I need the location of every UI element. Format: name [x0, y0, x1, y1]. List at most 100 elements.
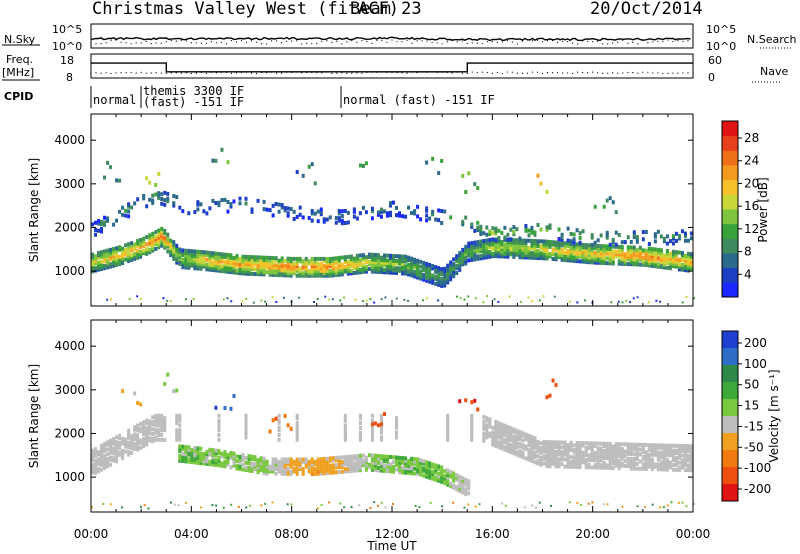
power-cell: [506, 237, 510, 242]
velocity-cell: [620, 449, 624, 454]
power-cell: [274, 202, 278, 207]
velocity-cell: [617, 463, 621, 468]
velocity-cell: [361, 453, 365, 458]
velocity-cell: [274, 467, 278, 472]
velocity-cell: [458, 476, 462, 481]
velocity-cell: [611, 458, 615, 463]
nave-dot: [145, 72, 147, 74]
power-cell: [160, 192, 164, 197]
nsearch-dot: [516, 43, 519, 45]
velocity-cell: [446, 468, 450, 473]
power-cell: [538, 299, 541, 302]
x-tick-label-5: 20:00: [575, 527, 610, 541]
power-cell: [157, 195, 161, 200]
power-cell: [536, 253, 540, 258]
power-cell: [385, 253, 389, 258]
power-cell: [277, 273, 281, 278]
velocity-cell: [139, 445, 143, 450]
power-cell: [584, 257, 588, 262]
velocity-cell: [91, 506, 93, 509]
velocity-cell: [370, 418, 374, 423]
velocity-cell: [446, 430, 450, 435]
power-cell: [202, 262, 206, 267]
velocity-cell: [587, 446, 591, 451]
power-cell: [109, 262, 113, 267]
power-cell: [590, 248, 594, 253]
power-cell: [665, 253, 669, 258]
velocity-cell: [614, 461, 618, 466]
velocity-cell: [455, 487, 459, 492]
velocity-cell: [133, 444, 137, 449]
velocity-cell: [662, 457, 666, 462]
velocity-cell: [461, 478, 465, 483]
power-cell: [476, 254, 480, 259]
velocity-cell: [572, 464, 576, 469]
nave-dot: [541, 72, 544, 74]
power-cell: [605, 235, 609, 240]
power-cell: [112, 263, 116, 268]
velocity-cell: [575, 462, 579, 467]
velocity-cell: [217, 433, 221, 438]
nsearch-dot: [326, 40, 328, 42]
power-cell: [382, 253, 386, 258]
velocity-colorbar-swatch: [722, 416, 738, 434]
power-colorbar-tick-label: 28: [744, 131, 759, 145]
velocity-cell: [497, 428, 501, 433]
power-cell: [319, 207, 323, 212]
power-cell: [527, 228, 531, 233]
power-cell: [151, 241, 155, 246]
velocity-cell: [550, 504, 553, 507]
power-cell: [644, 230, 648, 235]
velocity-cell: [103, 458, 107, 463]
power-colorbar-tick-label: 4: [744, 267, 752, 281]
power-cell: [461, 262, 465, 267]
power-cell: [596, 251, 600, 256]
power-cell: [545, 251, 549, 256]
velocity-cell: [147, 507, 150, 510]
velocity-cell: [641, 462, 645, 467]
velocity-cell: [572, 448, 576, 453]
velocity-cell: [139, 426, 143, 431]
velocity-cell: [376, 456, 380, 461]
velocity-cell: [665, 465, 669, 470]
velocity-cell: [337, 460, 341, 465]
power-cell: [310, 271, 314, 276]
velocity-cell: [659, 467, 663, 472]
velocity-cell: [187, 459, 191, 464]
velocity-cell: [685, 505, 688, 508]
power-cell: [226, 257, 230, 262]
velocity-cell: [280, 464, 284, 469]
velocity-cell: [385, 461, 389, 466]
power-cell: [331, 298, 334, 301]
power-cell: [109, 250, 113, 255]
power-cell: [166, 239, 170, 244]
velocity-cell: [322, 466, 326, 471]
power-cell: [530, 230, 534, 235]
power-cell: [253, 257, 257, 262]
power-cell: [587, 252, 591, 257]
nsearch-dot: [341, 43, 343, 45]
power-cell: [222, 298, 225, 301]
power-cell: [681, 301, 684, 304]
power-cell: [644, 258, 648, 263]
power-cell: [629, 245, 633, 250]
velocity-cell: [256, 462, 260, 467]
power-cell: [632, 230, 636, 235]
velocity-cell: [659, 465, 663, 470]
velocity-cell: [181, 456, 185, 461]
power-cell: [163, 236, 167, 241]
velocity-cell: [343, 423, 347, 428]
velocity-cell: [395, 435, 399, 440]
power-cell: [656, 264, 660, 269]
nsearch-dot: [230, 39, 233, 42]
nave-dot: [180, 72, 182, 74]
power-cell: [340, 265, 344, 270]
power-cell: [163, 190, 167, 195]
nave-dot: [271, 71, 273, 73]
power-cell: [437, 268, 441, 273]
velocity-cell: [358, 421, 362, 426]
power-cell: [536, 251, 540, 256]
power-cell: [325, 261, 329, 266]
power-cell: [662, 258, 666, 263]
power-cell: [533, 243, 537, 248]
